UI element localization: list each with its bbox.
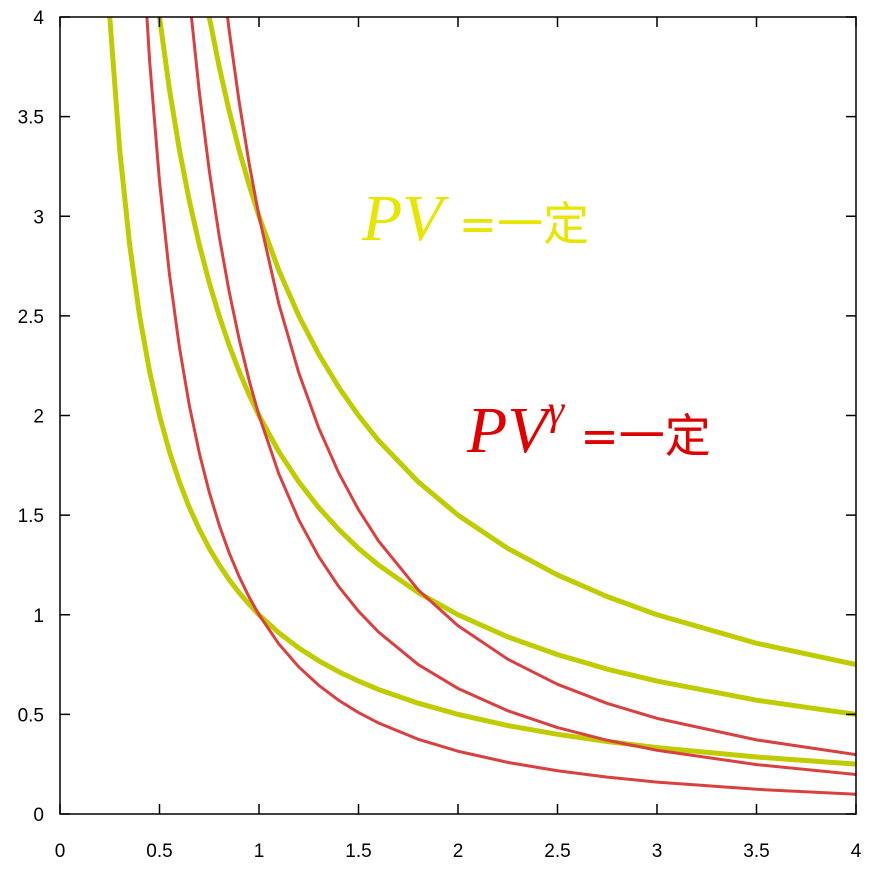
y-tick-label: 3	[33, 207, 44, 228]
y-tick-label: 1.5	[18, 506, 44, 527]
annotation-text: =一定	[580, 409, 711, 463]
annotation: PVγ =一定	[466, 388, 711, 467]
curve	[189, 17, 856, 777]
x-tick-label: 2.5	[544, 841, 570, 862]
x-tick-label: 3	[652, 841, 663, 862]
annotation-math: PV	[466, 394, 554, 467]
y-tick-label: 0	[33, 805, 44, 826]
x-tick-label: 4	[851, 841, 862, 862]
x-tick-label: 0.5	[146, 841, 172, 862]
annotation-sup: γ	[548, 388, 566, 434]
y-tick-label: 1	[33, 606, 44, 627]
curve	[107, 17, 856, 767]
annotation: PV =一定	[361, 182, 589, 255]
y-tick-label: 3.5	[18, 108, 44, 129]
plot-area	[107, 17, 856, 796]
curve	[226, 17, 856, 757]
x-tick-label: 2	[453, 841, 464, 862]
curve	[156, 17, 856, 717]
y-tick-label: 4	[33, 8, 44, 29]
y-tick-label: 2	[33, 407, 44, 428]
annotation-text: =一定	[459, 197, 590, 251]
y-tick-label: 2.5	[18, 307, 44, 328]
curve	[206, 17, 856, 668]
y-tick-label: 0.5	[18, 705, 44, 726]
curve	[145, 17, 856, 796]
annotation-math: PV	[361, 182, 449, 255]
x-tick-label: 1	[254, 841, 265, 862]
x-tick-label: 1.5	[345, 841, 371, 862]
x-tick-label: 0	[55, 841, 66, 862]
x-tick-label: 3.5	[743, 841, 769, 862]
